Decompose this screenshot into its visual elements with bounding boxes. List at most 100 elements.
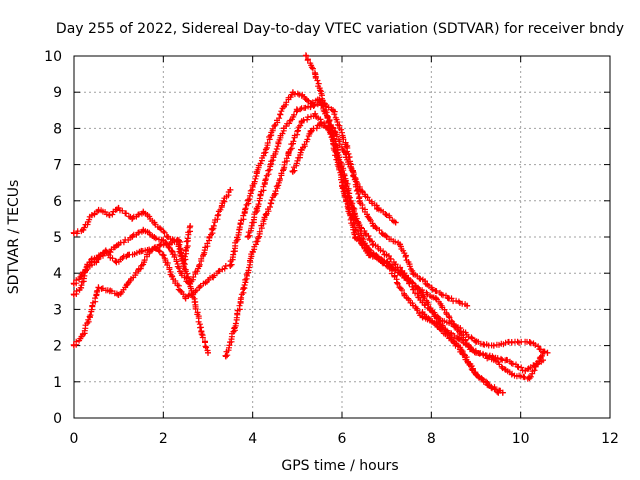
- data-point: [160, 252, 167, 259]
- data-point: [414, 284, 421, 291]
- x-tick-label: 12: [601, 431, 619, 447]
- data-point: [298, 147, 305, 154]
- data-point: [169, 273, 176, 280]
- data-point: [209, 273, 216, 280]
- data-point: [294, 107, 301, 114]
- data-point: [490, 357, 497, 364]
- data-point: [508, 371, 515, 378]
- data-point: [196, 284, 203, 291]
- y-tick-label: 10: [44, 49, 62, 65]
- data-point: [285, 150, 292, 157]
- data-point: [187, 223, 194, 230]
- data-point: [220, 197, 227, 204]
- data-point: [71, 230, 77, 237]
- data-point: [446, 335, 453, 342]
- data-point: [321, 100, 328, 107]
- data-point: [175, 237, 182, 244]
- data-point: [370, 241, 377, 248]
- data-point: [178, 270, 185, 277]
- data-point: [198, 328, 205, 335]
- data-point: [115, 205, 122, 212]
- y-axis-label: SDTVAR / TECUs: [6, 180, 22, 295]
- x-tick-label: 6: [338, 431, 347, 447]
- chart-title: Day 255 of 2022, Sidereal Day-to-day VTE…: [56, 21, 624, 37]
- x-tick-label: 2: [159, 431, 168, 447]
- data-point: [146, 248, 153, 255]
- data-series-track-1: [70, 204, 211, 356]
- data-point: [140, 208, 147, 215]
- data-point: [236, 226, 243, 233]
- data-point: [289, 89, 296, 96]
- data-point: [77, 284, 84, 291]
- x-tick-label: 8: [427, 431, 436, 447]
- data-point: [464, 302, 471, 309]
- data-point: [129, 234, 136, 240]
- data-point: [263, 212, 270, 219]
- data-point: [526, 338, 533, 345]
- data-point: [95, 206, 102, 213]
- data-point: [526, 375, 533, 382]
- data-point: [356, 186, 363, 193]
- y-tick-label: 8: [53, 121, 62, 137]
- data-point: [522, 367, 529, 374]
- data-point: [169, 248, 176, 255]
- data-point: [254, 205, 261, 212]
- data-point: [312, 110, 319, 117]
- data-point: [298, 92, 305, 99]
- data-point: [267, 132, 274, 139]
- y-tick-label: 3: [53, 302, 62, 318]
- data-point: [343, 154, 350, 161]
- data-point: [428, 284, 435, 291]
- data-series-track-11: [419, 309, 506, 396]
- data-point: [115, 241, 122, 248]
- data-point: [249, 248, 256, 255]
- data-point: [84, 262, 91, 269]
- data-point: [473, 338, 479, 345]
- data-point: [450, 320, 457, 327]
- data-point: [490, 342, 497, 349]
- data-point: [180, 262, 187, 269]
- y-tick-label: 1: [53, 375, 62, 391]
- data-point: [71, 281, 77, 288]
- data-point: [330, 107, 337, 114]
- y-tick-label: 6: [53, 194, 62, 210]
- data-point: [71, 342, 77, 349]
- data-series-track-8: [289, 120, 399, 226]
- data-point: [151, 219, 158, 226]
- data-series-track-3: [70, 244, 229, 302]
- data-point: [129, 215, 136, 222]
- data-point: [352, 226, 359, 233]
- data-point: [124, 281, 131, 288]
- y-tick-label: 0: [53, 411, 62, 427]
- data-point: [289, 168, 296, 175]
- data-point: [151, 234, 158, 240]
- data-point: [245, 234, 252, 240]
- data-point: [187, 281, 194, 288]
- data-point: [222, 353, 229, 360]
- data-point: [397, 270, 404, 277]
- data-point: [473, 371, 479, 378]
- data-point: [280, 103, 287, 110]
- data-point: [254, 168, 261, 175]
- data-point: [392, 219, 399, 226]
- data-point: [196, 262, 203, 269]
- data-point: [240, 284, 247, 291]
- data-point: [298, 118, 305, 125]
- data-point: [339, 183, 345, 190]
- data-point: [205, 349, 211, 356]
- data-point: [383, 259, 390, 266]
- data-point: [124, 252, 131, 259]
- x-tick-label: 10: [512, 431, 530, 447]
- data-point: [374, 205, 381, 212]
- data-series: [70, 52, 551, 396]
- data-point: [227, 262, 234, 269]
- data-point: [140, 226, 147, 233]
- data-point: [383, 252, 390, 259]
- data-point: [227, 186, 234, 193]
- data-point: [88, 255, 95, 262]
- data-point: [182, 295, 189, 302]
- data-point: [95, 284, 102, 291]
- y-tick-label: 4: [53, 266, 62, 282]
